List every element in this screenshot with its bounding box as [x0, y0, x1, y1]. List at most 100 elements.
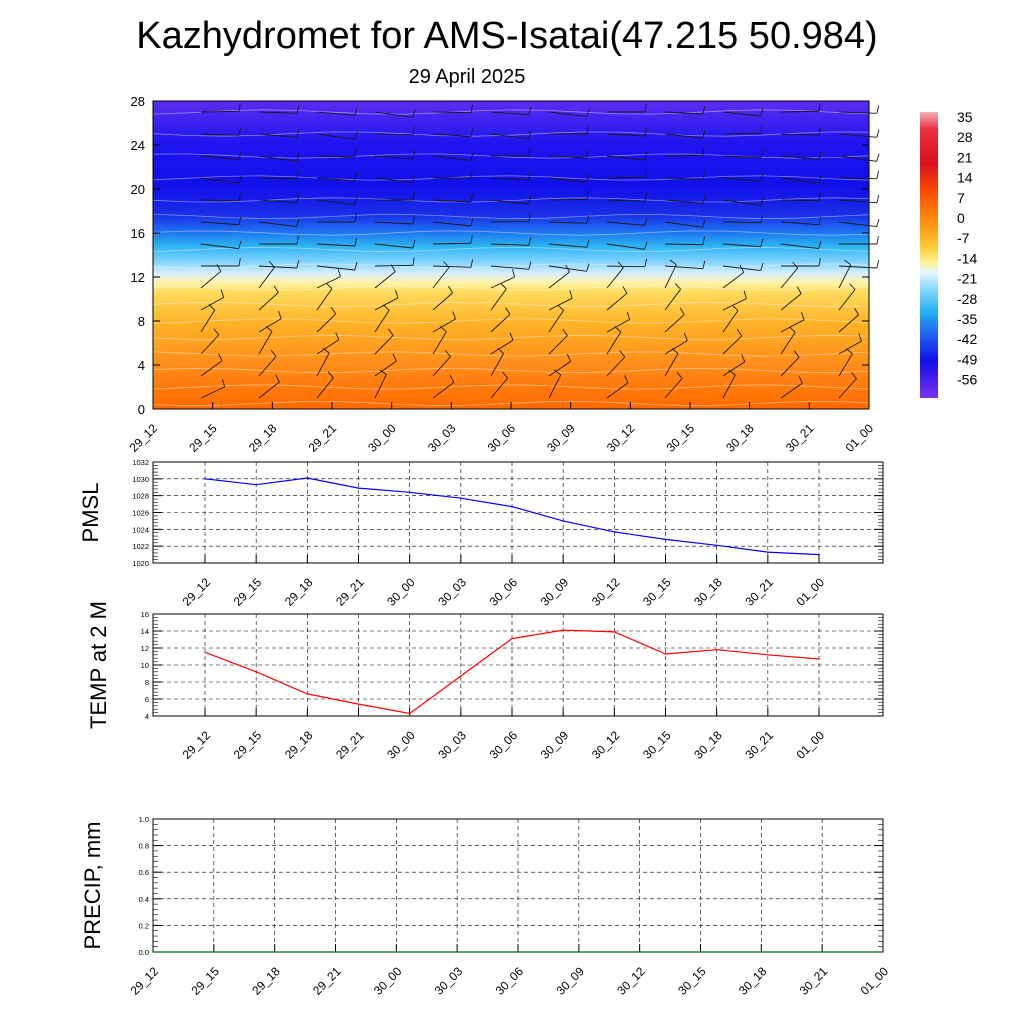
wind-barb-feather: [851, 372, 857, 379]
wind-barb-shaft: [432, 356, 451, 377]
wind-barb-shaft: [606, 331, 622, 355]
wind-barb-shaft: [200, 243, 239, 250]
wind-barb-feather: [325, 282, 333, 290]
wind-barb-shaft: [432, 155, 471, 162]
wind-barb-shaft: [780, 221, 819, 226]
wind-barb-shaft: [548, 111, 587, 118]
y-tick-label: 1030: [132, 475, 149, 484]
wind-barb-shaft: [374, 360, 397, 377]
heatmap-x-tick-label: 01_00: [843, 421, 877, 455]
data-point: [460, 675, 462, 677]
wind-barb-feather: [379, 369, 387, 375]
wind-barb-feather: [557, 304, 564, 311]
wind-barb-shaft: [722, 177, 761, 182]
y-tick-label: 1.0: [139, 815, 149, 824]
wind-barb-feather: [452, 311, 456, 320]
wind-barb-feather: [760, 214, 763, 223]
y-tick-label: 4: [145, 712, 149, 721]
isotherm-contour: [152, 131, 870, 137]
series-line: [204, 477, 820, 556]
wind-barb-feather: [702, 236, 705, 245]
wind-barb-feather: [876, 170, 879, 179]
wind-barb-shaft: [432, 292, 453, 311]
x-tick-label: 29_18: [249, 964, 283, 998]
wind-barb-feather: [702, 147, 705, 156]
wind-barb-shaft: [838, 378, 857, 399]
heatmap-y-tick-label: 4: [138, 358, 145, 373]
wind-barb-shaft: [722, 298, 747, 311]
wind-barb-feather: [644, 169, 647, 178]
wind-barb-feather: [586, 126, 589, 135]
wind-barb-feather: [337, 268, 341, 277]
wind-barb-shaft: [606, 382, 629, 399]
wind-barb-shaft: [258, 133, 297, 138]
wind-barb-shaft: [722, 272, 745, 289]
wind-barb-feather: [760, 238, 764, 247]
y-tick-label: 0.0: [139, 948, 149, 957]
wind-barb-shaft: [664, 288, 681, 311]
y-tick-label: 0.4: [139, 895, 149, 904]
figure-title: Kazhydromet for AMS-Isatai(47.215 50.984…: [136, 15, 877, 57]
wind-barb-shaft: [664, 378, 683, 399]
y-tick-label: 1032: [132, 458, 149, 467]
wind-barb-shaft: [200, 110, 240, 113]
wind-barb-shaft: [374, 271, 396, 289]
data-point: [409, 712, 411, 715]
data-point: [460, 497, 462, 499]
wind-barb-shaft: [722, 310, 739, 333]
y-axis-label: TEMP at 2 M: [86, 601, 111, 729]
wind-barb-shaft: [316, 199, 355, 206]
wind-barb-shaft: [316, 265, 355, 271]
wind-barb-shaft: [780, 243, 819, 250]
wind-barb-feather: [702, 171, 706, 180]
colorbar-label: 21: [957, 149, 973, 165]
data-point: [334, 951, 337, 953]
wind-barb-feather: [586, 174, 590, 183]
wind-barb-shaft: [200, 270, 222, 289]
wind-barb-feather: [674, 283, 681, 290]
wind-barb-feather: [395, 290, 399, 298]
wind-barb-shaft: [606, 292, 628, 311]
wind-barb-shaft: [258, 155, 297, 162]
wind-barb-shaft: [780, 177, 819, 184]
y-tick-label: 6: [145, 695, 149, 704]
wind-barb-shaft: [606, 267, 624, 289]
wind-barb-feather: [238, 216, 242, 225]
wind-barb-shaft: [316, 276, 341, 289]
wind-barb-feather: [470, 194, 474, 203]
x-tick-label: 30_06: [487, 728, 521, 762]
data-point: [639, 951, 641, 953]
colorbar-label: 28: [957, 129, 973, 145]
data-point: [274, 951, 276, 953]
x-tick-label: 30_03: [435, 728, 469, 762]
wind-barb-shaft: [432, 133, 471, 138]
wind-barb-shaft: [548, 198, 588, 201]
data-point: [511, 506, 513, 508]
wind-barb-shaft: [432, 111, 472, 114]
x-tick-label: 30_15: [675, 964, 709, 998]
wind-barb-shaft: [374, 264, 414, 267]
wind-barb-feather: [354, 148, 357, 157]
heatmap-x-tick-label: 30_09: [544, 421, 578, 455]
wind-barb-shaft: [664, 353, 679, 377]
wind-barb-shaft: [780, 382, 803, 399]
wind-barb-shaft: [606, 243, 645, 250]
wind-barb-shaft: [316, 133, 355, 140]
y-tick-label: 1026: [132, 509, 149, 518]
wind-barb-feather: [505, 307, 511, 315]
isotherm-contour: [152, 318, 870, 324]
wind-barb-feather: [569, 290, 573, 299]
wind-barb-feather: [268, 261, 275, 268]
x-tick-label: 30_15: [640, 728, 674, 762]
wind-barb-feather: [213, 328, 220, 336]
wind-barb-shaft: [722, 374, 736, 399]
wind-barb-shaft: [200, 297, 224, 311]
wind-barb-feather: [854, 307, 859, 316]
wind-barb-shaft: [548, 155, 587, 159]
wind-barb-shaft: [548, 335, 568, 355]
wind-barb-feather: [760, 197, 764, 206]
data-point: [204, 478, 206, 480]
wind-barb-feather: [818, 192, 821, 201]
wind-barb-feather: [562, 328, 568, 336]
wind-barb-shaft: [490, 111, 529, 116]
